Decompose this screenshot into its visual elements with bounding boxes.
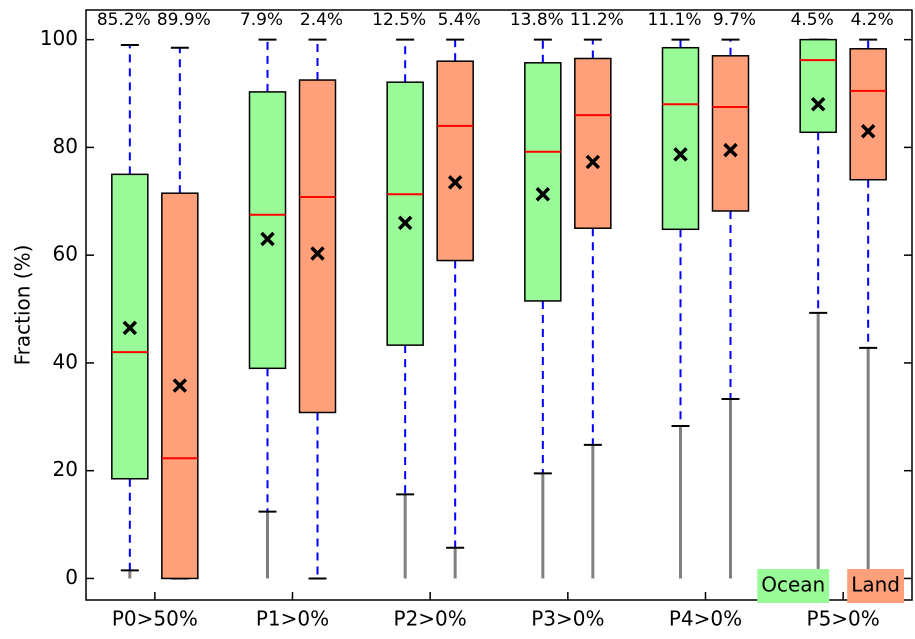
mean-marker	[310, 246, 325, 261]
x-tick-label: P4>0%	[669, 607, 742, 631]
share-label: 9.7%	[713, 10, 756, 30]
box	[799, 38, 837, 134]
share-label: 7.9%	[240, 10, 283, 30]
share-label: 11.2%	[570, 10, 624, 30]
legend-item: Ocean	[757, 569, 830, 603]
mean-marker	[673, 147, 688, 162]
x-tick-label: P5>0%	[807, 607, 880, 631]
y-tick-label: 40	[53, 349, 78, 373]
mean-marker	[723, 142, 738, 158]
share-label: 4.2%	[851, 10, 894, 30]
share-label: 5.4%	[438, 10, 481, 30]
box	[436, 60, 474, 262]
legend-item: Land	[847, 569, 904, 603]
legend-label: Land	[851, 573, 900, 597]
legend-swatch	[757, 569, 830, 603]
mean-marker	[860, 123, 876, 139]
box	[849, 48, 887, 181]
share-label: 89.9%	[157, 10, 211, 30]
box	[524, 62, 562, 302]
box	[298, 79, 337, 414]
mean-marker	[397, 215, 413, 231]
mean-marker	[122, 320, 138, 336]
y-tick-label: 20	[53, 457, 78, 481]
y-tick-label: 80	[53, 134, 78, 158]
share-label: 2.4%	[300, 10, 343, 30]
box	[711, 55, 750, 212]
y-tick-label: 100	[40, 26, 78, 50]
share-label: 13.8%	[510, 10, 564, 30]
box	[248, 91, 287, 370]
plot-frame	[85, 9, 913, 601]
share-label: 11.1%	[647, 10, 701, 30]
y-tick-label: 0	[65, 565, 78, 589]
box	[661, 46, 700, 231]
mean-marker	[447, 175, 463, 190]
mean-marker	[535, 187, 551, 202]
legend-swatch	[847, 569, 904, 603]
share-label: 12.5%	[372, 10, 426, 30]
share-label: 85.2%	[97, 10, 151, 30]
legend-label: Ocean	[761, 573, 825, 597]
mean-marker	[585, 154, 601, 170]
y-axis-label: Fraction (%)	[11, 245, 35, 366]
mean-marker	[810, 97, 826, 112]
y-tick-label: 60	[53, 242, 78, 266]
box	[386, 81, 424, 346]
x-tick-label: P3>0%	[531, 607, 604, 631]
x-tick-label: P0>50%	[112, 607, 198, 631]
mean-marker	[260, 231, 275, 247]
x-tick-label: P1>0%	[256, 607, 329, 631]
mean-marker	[172, 378, 188, 393]
box	[574, 57, 612, 229]
x-tick-label: P2>0%	[394, 607, 467, 631]
share-label: 4.5%	[791, 10, 834, 30]
